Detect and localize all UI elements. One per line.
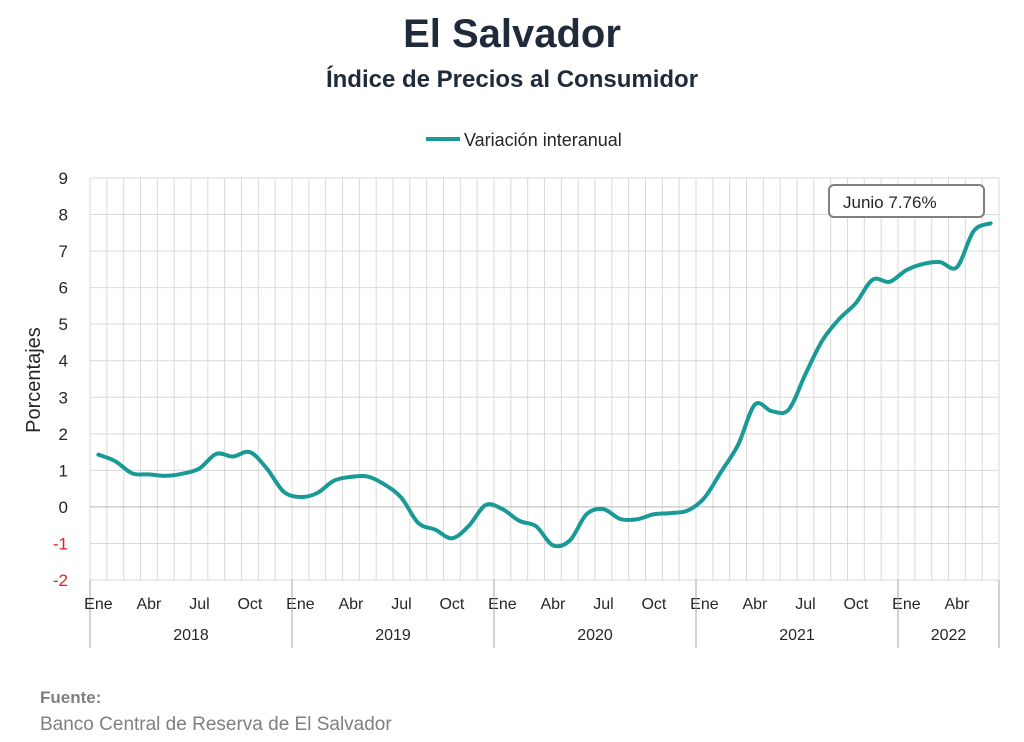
x-tick-label: Oct <box>237 596 262 613</box>
x-tick-label: Oct <box>439 596 464 613</box>
x-tick-label: Ene <box>690 596 719 613</box>
x-tick-label: Abr <box>540 596 566 613</box>
y-axis-label: Porcentajes <box>23 327 45 433</box>
y-tick-label: 4 <box>59 352 68 371</box>
x-tick-label: Ene <box>892 596 921 613</box>
y-tick-label: 1 <box>59 461 68 480</box>
legend: Variación interanual <box>426 130 622 150</box>
y-tick-label: 3 <box>59 388 68 407</box>
x-year-label: 2019 <box>375 627 411 644</box>
y-tick-label: 5 <box>59 315 68 334</box>
chart-grid <box>89 177 1000 581</box>
annotation-callout: Junio 7.76% <box>828 184 985 218</box>
y-tick-label: -2 <box>53 571 68 590</box>
x-year-label: 2022 <box>931 627 967 644</box>
series-plot <box>96 221 993 549</box>
y-tick-label: -1 <box>53 534 68 553</box>
x-tick-label: Jul <box>391 596 411 613</box>
x-tick-label: Ene <box>488 596 517 613</box>
annotation-box <box>828 184 985 218</box>
series-line <box>96 221 993 549</box>
x-tick-label: Jul <box>189 596 209 613</box>
source-label: Fuente: <box>40 688 102 707</box>
x-year-label: 2018 <box>173 627 209 644</box>
x-tick-label: Abr <box>944 596 970 613</box>
y-tick-label: 0 <box>59 498 68 517</box>
x-tick-label: Oct <box>641 596 666 613</box>
y-tick-label: 9 <box>59 169 68 188</box>
y-tick-label: 6 <box>59 279 68 298</box>
x-tick-label: Abr <box>742 596 768 613</box>
x-tick-label: Abr <box>338 596 364 613</box>
y-tick-label: 2 <box>59 425 68 444</box>
x-year-label: 2020 <box>577 627 613 644</box>
x-tick-label: Jul <box>593 596 613 613</box>
source-text: Banco Central de Reserva de El Salvador <box>40 714 392 735</box>
x-tick-label: Ene <box>84 596 113 613</box>
x-tick-label: Jul <box>795 596 815 613</box>
annotation-text: Junio 7.76% <box>843 193 937 212</box>
y-axis-ticks: 9 8 7 6 5 4 3 2 1 0 -1 -2 <box>53 169 68 590</box>
chart-title: El Salvador <box>403 12 621 56</box>
y-tick-label: 8 <box>59 206 68 225</box>
x-axis: Ene Abr Jul Oct Ene Abr Jul Oct Ene Abr Jul Oct Ene A… <box>84 580 1000 648</box>
x-tick-label: Oct <box>843 596 868 613</box>
chart-subtitle: Índice de Precios al Consumidor <box>325 66 699 93</box>
x-tick-label: Ene <box>286 596 315 613</box>
x-tick-label: Abr <box>136 596 162 613</box>
x-year-label: 2021 <box>779 627 815 644</box>
legend-label: Variación interanual <box>464 130 622 150</box>
y-tick-label: 7 <box>59 242 68 261</box>
